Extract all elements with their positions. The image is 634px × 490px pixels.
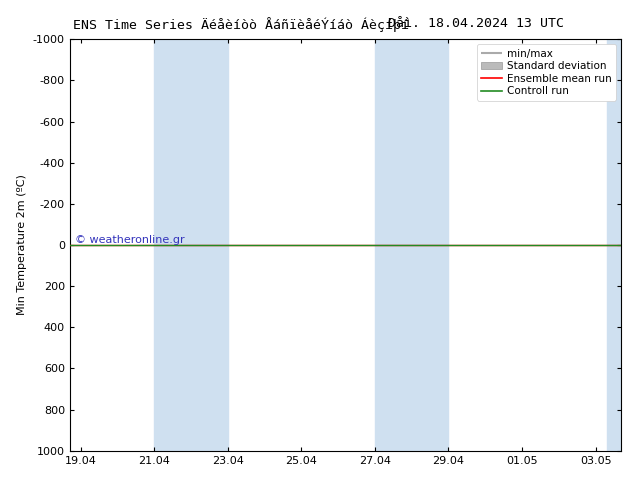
Text: ENS Time Series Äéåèíòò ÅáñïèåéÝíáò Áèçíþí: ENS Time Series Äéåèíòò ÅáñïèåéÝíáò Áèçí…: [73, 17, 409, 32]
Legend: min/max, Standard deviation, Ensemble mean run, Controll run: min/max, Standard deviation, Ensemble me…: [477, 45, 616, 100]
Text: © weatheronline.gr: © weatheronline.gr: [75, 235, 185, 245]
Bar: [607, 39, 621, 451]
Y-axis label: Min Temperature 2m (ºC): Min Temperature 2m (ºC): [17, 174, 27, 316]
Bar: [154, 39, 228, 451]
Text: Ðåì. 18.04.2024 13 UTC: Ðåì. 18.04.2024 13 UTC: [387, 17, 564, 30]
Bar: [375, 39, 448, 451]
